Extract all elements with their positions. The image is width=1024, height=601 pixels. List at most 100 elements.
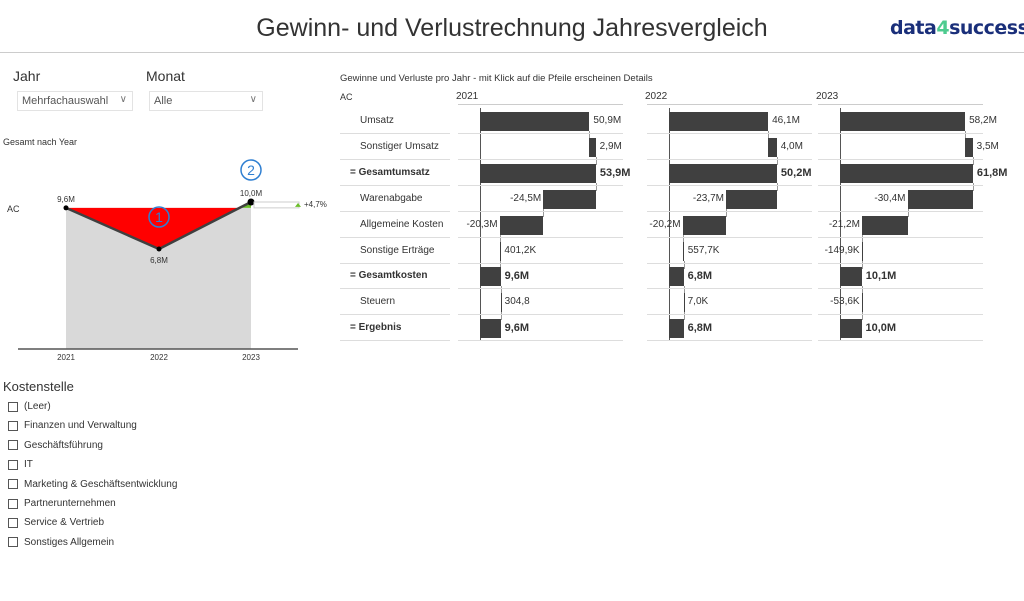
checkbox[interactable] <box>8 401 18 412</box>
value-label: 401,2K <box>504 244 537 256</box>
waterfall-bar[interactable] <box>861 241 864 261</box>
waterfall-bar[interactable] <box>907 189 973 209</box>
value-label: -20,2M <box>649 218 681 230</box>
row-divider <box>340 184 450 186</box>
row-label: = Gesamtkosten <box>350 270 428 282</box>
waterfall-bar[interactable] <box>840 112 966 131</box>
connector <box>683 286 685 295</box>
waterfall-bar[interactable] <box>965 137 973 157</box>
connector <box>965 131 967 139</box>
waterfall-bar[interactable] <box>669 267 684 287</box>
value-label: 53,9M <box>599 166 631 179</box>
x-tick-label: 2022 <box>150 353 168 362</box>
negative-area <box>66 207 240 250</box>
waterfall-bar[interactable] <box>861 215 908 235</box>
value-label: 304,8 <box>504 296 530 308</box>
waterfall-bar[interactable] <box>499 215 544 235</box>
connector <box>682 234 684 243</box>
waterfall-bar[interactable] <box>543 189 596 209</box>
annotation-circle <box>148 206 170 228</box>
kostenstelle-item-label: Marketing & Geschäftsentwicklung <box>24 478 178 490</box>
waterfall-bar[interactable] <box>499 241 502 261</box>
waterfall-bar[interactable] <box>768 137 777 157</box>
waterfall-bar[interactable] <box>669 163 777 183</box>
monat-dropdown[interactable]: Alle ∨ <box>149 91 263 111</box>
chevron-down-icon: ∨ <box>249 94 257 105</box>
kostenstelle-item[interactable]: (Leer) <box>8 401 51 412</box>
row-divider <box>647 340 812 342</box>
row-divider <box>458 133 623 134</box>
waterfall-bar[interactable] <box>840 319 862 339</box>
row-divider <box>818 184 983 186</box>
waterfall-bar[interactable] <box>725 189 777 209</box>
waterfall-bar[interactable] <box>840 163 973 183</box>
waterfall-bar[interactable] <box>480 319 501 339</box>
value-label: 58,2M <box>969 115 997 126</box>
waterfall-bar[interactable] <box>669 112 769 131</box>
waterfall-row-label: AC <box>340 92 353 102</box>
chevron-down-icon: ∨ <box>119 94 127 105</box>
waterfall-bar[interactable] <box>480 163 596 183</box>
checkbox[interactable] <box>8 459 18 470</box>
waterfall-bar[interactable] <box>480 267 501 287</box>
waterfall-bar[interactable] <box>682 241 685 261</box>
row-divider <box>818 288 983 290</box>
kostenstelle-item[interactable]: Partnerunternehmen <box>8 498 116 509</box>
value-label: 2,9M <box>599 140 622 152</box>
checkbox[interactable] <box>8 537 18 548</box>
line-chart: 9,6M 2021 6,8M 2022 10,0M 2023 +4,7% 1 2 <box>18 159 327 362</box>
connector <box>972 182 974 191</box>
row-divider <box>818 210 983 212</box>
checkbox[interactable] <box>8 517 18 528</box>
value-label: 50,9M <box>593 115 622 126</box>
value-label: -53,6K <box>830 296 860 308</box>
value-label: 6,8M <box>687 322 713 335</box>
row-divider <box>647 158 812 160</box>
row-divider <box>340 210 450 212</box>
connector <box>861 260 863 269</box>
connector <box>500 312 502 321</box>
checkbox[interactable] <box>8 420 18 431</box>
connector <box>683 260 685 269</box>
jahr-dropdown[interactable]: Mehrfachauswahl ∨ <box>17 91 133 111</box>
monat-label: Monat <box>146 68 185 84</box>
waterfall-bar[interactable] <box>480 112 590 131</box>
axis-line <box>480 108 481 341</box>
waterfall-bar[interactable] <box>682 215 726 235</box>
connector <box>589 131 591 139</box>
kostenstelle-item[interactable]: Geschäftsführung <box>8 440 103 451</box>
waterfall-bar[interactable] <box>683 293 686 313</box>
waterfall-bar[interactable] <box>840 267 862 287</box>
page-title: Gewinn- und Verlustrechnung Jahresvergle… <box>256 14 768 42</box>
row-divider <box>340 236 450 238</box>
data-point <box>247 198 255 206</box>
row-label: Sonstiger Umsatz <box>360 140 439 152</box>
row-divider <box>647 133 812 134</box>
checkbox[interactable] <box>8 498 18 509</box>
waterfall-bar[interactable] <box>500 293 503 313</box>
kostenstelle-item[interactable]: Service & Vertrieb <box>8 517 104 528</box>
kostenstelle-item[interactable]: Finanzen und Verwaltung <box>8 420 137 431</box>
row-divider <box>647 288 812 290</box>
row-divider <box>340 158 450 160</box>
connector <box>861 286 863 295</box>
checkbox[interactable] <box>8 440 18 451</box>
monat-value: Alle <box>154 95 173 107</box>
value-label: 10,0M <box>865 322 897 335</box>
row-label: Sonstige Erträge <box>360 244 435 256</box>
waterfall-bar[interactable] <box>669 319 684 339</box>
data-label: 10,0M <box>240 189 263 198</box>
row-divider <box>818 314 983 316</box>
delta-label: +4,7% <box>304 200 327 209</box>
kostenstelle-item[interactable]: Sonstiges Allgemein <box>8 537 114 548</box>
row-divider <box>647 314 812 316</box>
row-label: Allgemeine Kosten <box>360 218 444 230</box>
waterfall-bar[interactable] <box>589 137 596 157</box>
row-divider <box>647 236 812 238</box>
connector <box>725 208 727 217</box>
kostenstelle-item[interactable]: IT <box>8 459 33 470</box>
checkbox[interactable] <box>8 479 18 490</box>
kostenstelle-item[interactable]: Marketing & Geschäftsentwicklung <box>8 479 177 490</box>
waterfall-bar[interactable] <box>861 293 864 313</box>
year-header: 2023 <box>816 91 839 102</box>
